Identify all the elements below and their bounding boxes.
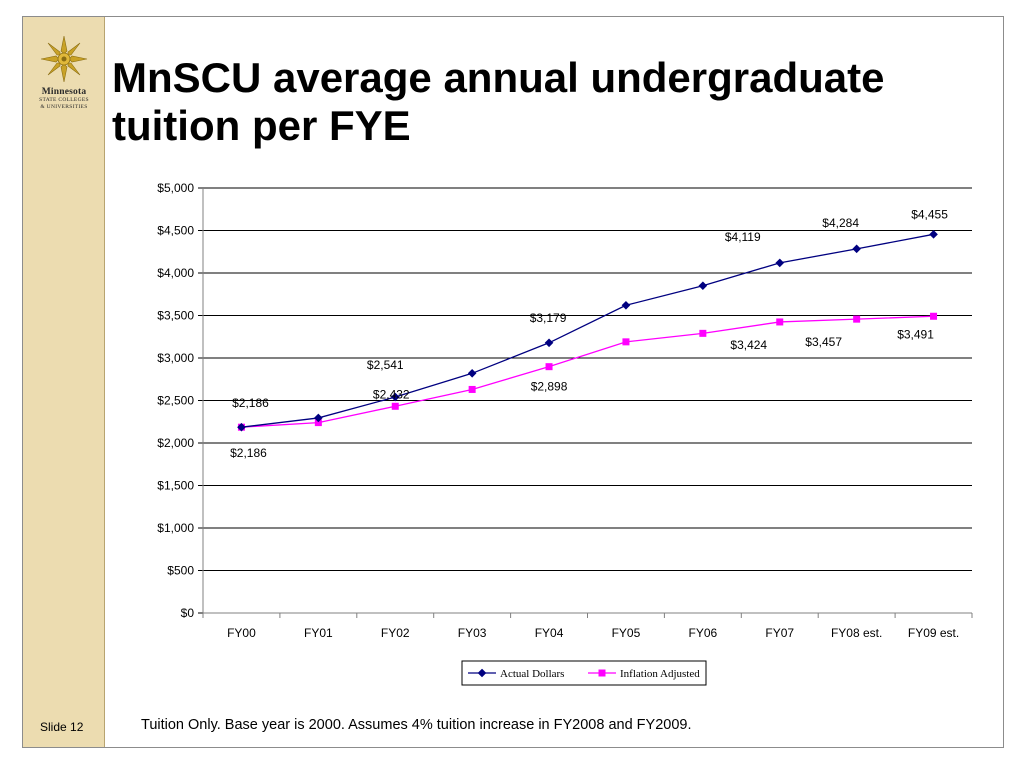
- data-point-actual-dollars: [390, 392, 400, 402]
- x-tick-label: FY07: [765, 626, 794, 640]
- slide-title: MnSCU average annual undergraduate tuiti…: [112, 54, 885, 149]
- y-tick-label: $1,000: [157, 521, 194, 535]
- data-point-inflation-adjusted: [930, 312, 938, 320]
- legend-box: [461, 660, 707, 686]
- x-tick-label: FY09 est.: [908, 626, 959, 640]
- logo-line3: & UNIVERSITIES: [40, 104, 88, 110]
- y-tick-label: $3,000: [157, 351, 194, 365]
- data-point-actual-dollars: [698, 281, 708, 291]
- logo-line1: Minnesota: [41, 87, 87, 97]
- sunburst-star-icon: [40, 35, 88, 83]
- data-label: $4,455: [911, 207, 948, 221]
- data-point-inflation-adjusted: [853, 315, 861, 323]
- data-point-inflation-adjusted: [391, 402, 399, 410]
- x-tick-label: FY01: [304, 626, 333, 640]
- data-label: $3,424: [730, 338, 767, 352]
- legend-marker-inflation-adjusted: [598, 669, 606, 677]
- logo-line2: STATE COLLEGES: [39, 97, 89, 103]
- data-label: $3,457: [805, 335, 842, 349]
- data-point-actual-dollars: [852, 244, 861, 254]
- y-tick-label: $2,000: [157, 436, 194, 450]
- data-label: $4,119: [725, 230, 761, 244]
- footnote: Tuition Only. Base year is 2000. Assumes…: [141, 717, 692, 733]
- series-line-inflation-adjusted: [241, 315, 934, 428]
- x-tick-label: FY02: [381, 626, 410, 640]
- data-point-inflation-adjusted: [776, 318, 784, 326]
- y-tick-label: $4,000: [157, 266, 194, 280]
- data-label: $2,186: [230, 446, 267, 460]
- slide-frame: Minnesota STATE COLLEGES & UNIVERSITIES: [22, 16, 1004, 748]
- series-line-actual-dollars: [241, 233, 934, 428]
- y-tick-label: $1,500: [157, 479, 194, 493]
- y-tick-label: $5,000: [157, 181, 194, 195]
- data-label: $3,179: [530, 311, 567, 325]
- y-tick-label: $500: [167, 564, 194, 578]
- x-tick-label: FY06: [689, 626, 718, 640]
- x-tick-label: FY04: [535, 626, 564, 640]
- data-point-actual-dollars: [314, 413, 323, 423]
- data-point-inflation-adjusted: [545, 363, 553, 371]
- x-tick-label: FY08 est.: [831, 626, 882, 640]
- y-tick-label: $4,500: [157, 224, 194, 238]
- legend-label: Inflation Adjusted: [620, 668, 700, 680]
- data-point-actual-dollars: [544, 338, 554, 348]
- data-label: $2,898: [531, 380, 568, 394]
- y-tick-label: $0: [181, 606, 195, 620]
- data-point-actual-dollars: [775, 258, 785, 268]
- x-tick-label: FY03: [458, 626, 487, 640]
- data-label: $4,284: [822, 216, 859, 230]
- x-tick-label: FY00: [227, 626, 256, 640]
- y-tick-label: $3,500: [157, 309, 194, 323]
- y-tick-label: $2,500: [157, 394, 194, 408]
- left-band: Minnesota STATE COLLEGES & UNIVERSITIES: [23, 17, 105, 747]
- legend-marker-actual-dollars: [477, 668, 487, 678]
- x-tick-label: FY05: [612, 626, 641, 640]
- data-label: $3,491: [897, 327, 934, 341]
- data-point-actual-dollars: [237, 422, 246, 432]
- slide-number: Slide 12: [40, 720, 84, 734]
- data-label: $2,432: [373, 387, 410, 401]
- data-point-actual-dollars: [467, 368, 477, 378]
- data-point-inflation-adjusted: [622, 338, 630, 346]
- data-point-inflation-adjusted: [468, 385, 476, 393]
- data-label: $2,541: [367, 358, 404, 372]
- data-label: $2,186: [232, 396, 269, 410]
- legend-label: Actual Dollars: [500, 668, 564, 680]
- data-point-inflation-adjusted: [699, 329, 707, 337]
- logo: Minnesota STATE COLLEGES & UNIVERSITIES: [23, 35, 105, 111]
- data-point-actual-dollars: [621, 300, 631, 310]
- data-point-actual-dollars: [929, 230, 938, 239]
